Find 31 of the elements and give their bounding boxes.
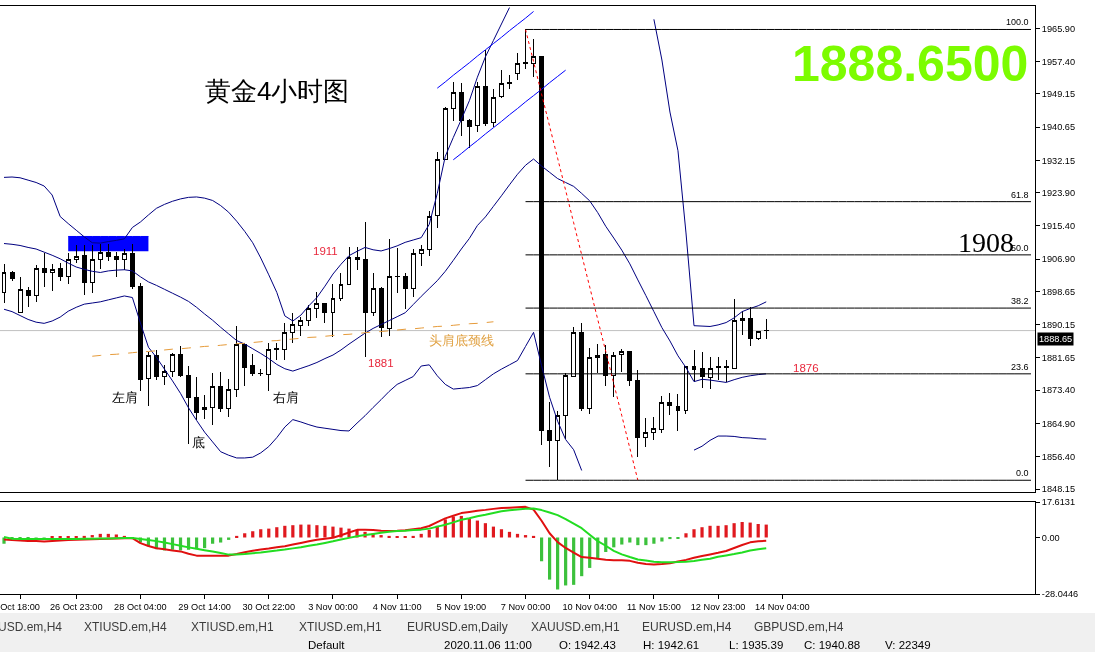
y-tick-label: 0.00 (1041, 532, 1060, 543)
text: Default (308, 639, 346, 651)
text: GBPUSD.em,H4 (754, 620, 844, 634)
x-tick-label: 28 Oct 04:00 (114, 602, 167, 613)
text: EURUSD.em,H4 (642, 620, 732, 634)
text: 2020.11.06 11:00 (444, 639, 532, 651)
y-tick-label: 1848.15 (1041, 484, 1076, 495)
x-tick-label: 26 Oct 23:00 (49, 602, 103, 613)
text: XTIUSD.em,H4 (84, 620, 168, 634)
x-tick-label: 11 Nov 15:00 (626, 602, 681, 613)
text: V: 22349 (885, 639, 931, 651)
text: O: 1942.43 (559, 639, 616, 651)
x-tick-label: 29 Oct 14:00 (178, 602, 231, 613)
x-tick-label: 4 Nov 11:00 (372, 602, 422, 613)
y-tick-label: -28.0446 (1041, 589, 1079, 600)
x-tick-label: Oct 18:00 (0, 602, 40, 613)
x-tick-label: 3 Nov 00:00 (308, 602, 358, 613)
x-tick-label: 14 Nov 04:00 (754, 602, 810, 613)
y-tick-label: 17.6131 (1041, 497, 1076, 508)
x-tick-label: 30 Oct 22:00 (242, 602, 296, 613)
text: EURUSD.em,Daily (407, 620, 508, 634)
text: C: 1940.88 (804, 639, 861, 651)
text: L: 1935.39 (729, 639, 784, 651)
x-tick-label: 5 Nov 19:00 (436, 602, 487, 613)
x-tick-label: 10 Nov 04:00 (562, 602, 618, 613)
text: H: 1942.61 (643, 639, 700, 651)
x-tick-label: 12 Nov 23:00 (690, 602, 746, 613)
text: XTIUSD.em,H1 (191, 620, 275, 634)
x-tick-label: 7 Nov 00:00 (500, 602, 551, 613)
text: XTIUSD.em,H1 (299, 620, 383, 634)
text: XAUUSD.em,H1 (531, 620, 621, 634)
